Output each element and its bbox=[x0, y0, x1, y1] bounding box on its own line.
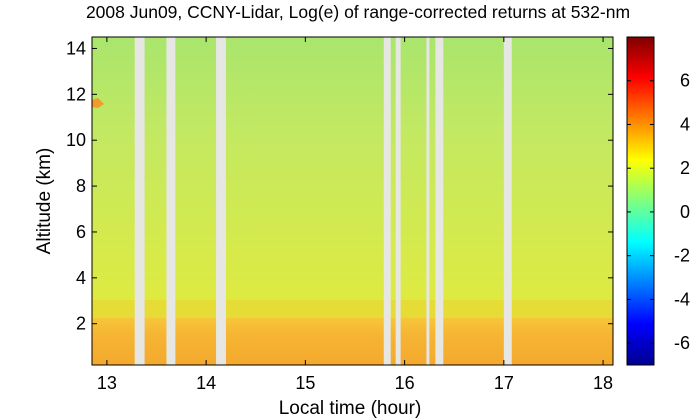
y-tick-label: 6 bbox=[76, 222, 86, 242]
y-tick-label: 8 bbox=[76, 176, 86, 196]
y-axis-ticks: 2 4 6 8 10 12 14 bbox=[66, 38, 613, 334]
data-gap-3 bbox=[216, 37, 226, 365]
x-axis-ticks: 13 14 15 16 17 18 bbox=[97, 37, 613, 393]
y-tick-label: 12 bbox=[66, 84, 86, 104]
free-troposphere-layer bbox=[92, 37, 613, 313]
aerosol-layer-feature bbox=[92, 98, 104, 108]
plot-frame bbox=[91, 36, 614, 366]
colorbar-tick-label: -4 bbox=[674, 289, 690, 309]
colorbar: -6 -4 -2 0 2 4 6 bbox=[626, 36, 690, 366]
colorbar-tick-label: -6 bbox=[674, 333, 690, 353]
colorbar-tick-label: 2 bbox=[680, 158, 690, 178]
colorbar-tick-label: 6 bbox=[680, 71, 690, 91]
colorbar-gradient bbox=[627, 37, 654, 365]
data-gap-1 bbox=[134, 37, 145, 365]
x-tick-label: 18 bbox=[593, 373, 613, 393]
y-axis-label: Altitude (km) bbox=[34, 148, 55, 255]
y-tick-label: 4 bbox=[76, 268, 86, 288]
y-tick-label: 2 bbox=[76, 314, 86, 334]
data-gaps bbox=[134, 37, 512, 365]
data-gap-4 bbox=[383, 37, 391, 365]
colorbar-tick-label: 0 bbox=[680, 202, 690, 222]
y-tick-label: 10 bbox=[66, 130, 86, 150]
data-gap-6 bbox=[426, 37, 430, 365]
data-gap-7 bbox=[435, 37, 444, 365]
plot-area bbox=[91, 36, 614, 366]
x-axis-label: Local time (hour) bbox=[279, 398, 422, 419]
chart-title: 2008 Jun09, CCNY-Lidar, Log(e) of range-… bbox=[86, 2, 630, 22]
x-tick-label: 16 bbox=[395, 373, 415, 393]
x-tick-label: 14 bbox=[196, 373, 216, 393]
colorbar-tick-label: 4 bbox=[680, 114, 690, 134]
x-tick-label: 17 bbox=[494, 373, 514, 393]
boundary-layer bbox=[92, 318, 613, 365]
colorbar-tick-label: -2 bbox=[674, 246, 690, 266]
y-tick-label: 14 bbox=[66, 38, 86, 58]
data-gap-2 bbox=[166, 37, 176, 365]
data-gap-5 bbox=[395, 37, 401, 365]
x-tick-label: 13 bbox=[97, 373, 117, 393]
x-tick-label: 15 bbox=[295, 373, 315, 393]
data-gap-8 bbox=[503, 37, 512, 365]
colorbar-frame bbox=[626, 36, 655, 366]
colorbar-ticks: -6 -4 -2 0 2 4 6 bbox=[627, 71, 690, 353]
